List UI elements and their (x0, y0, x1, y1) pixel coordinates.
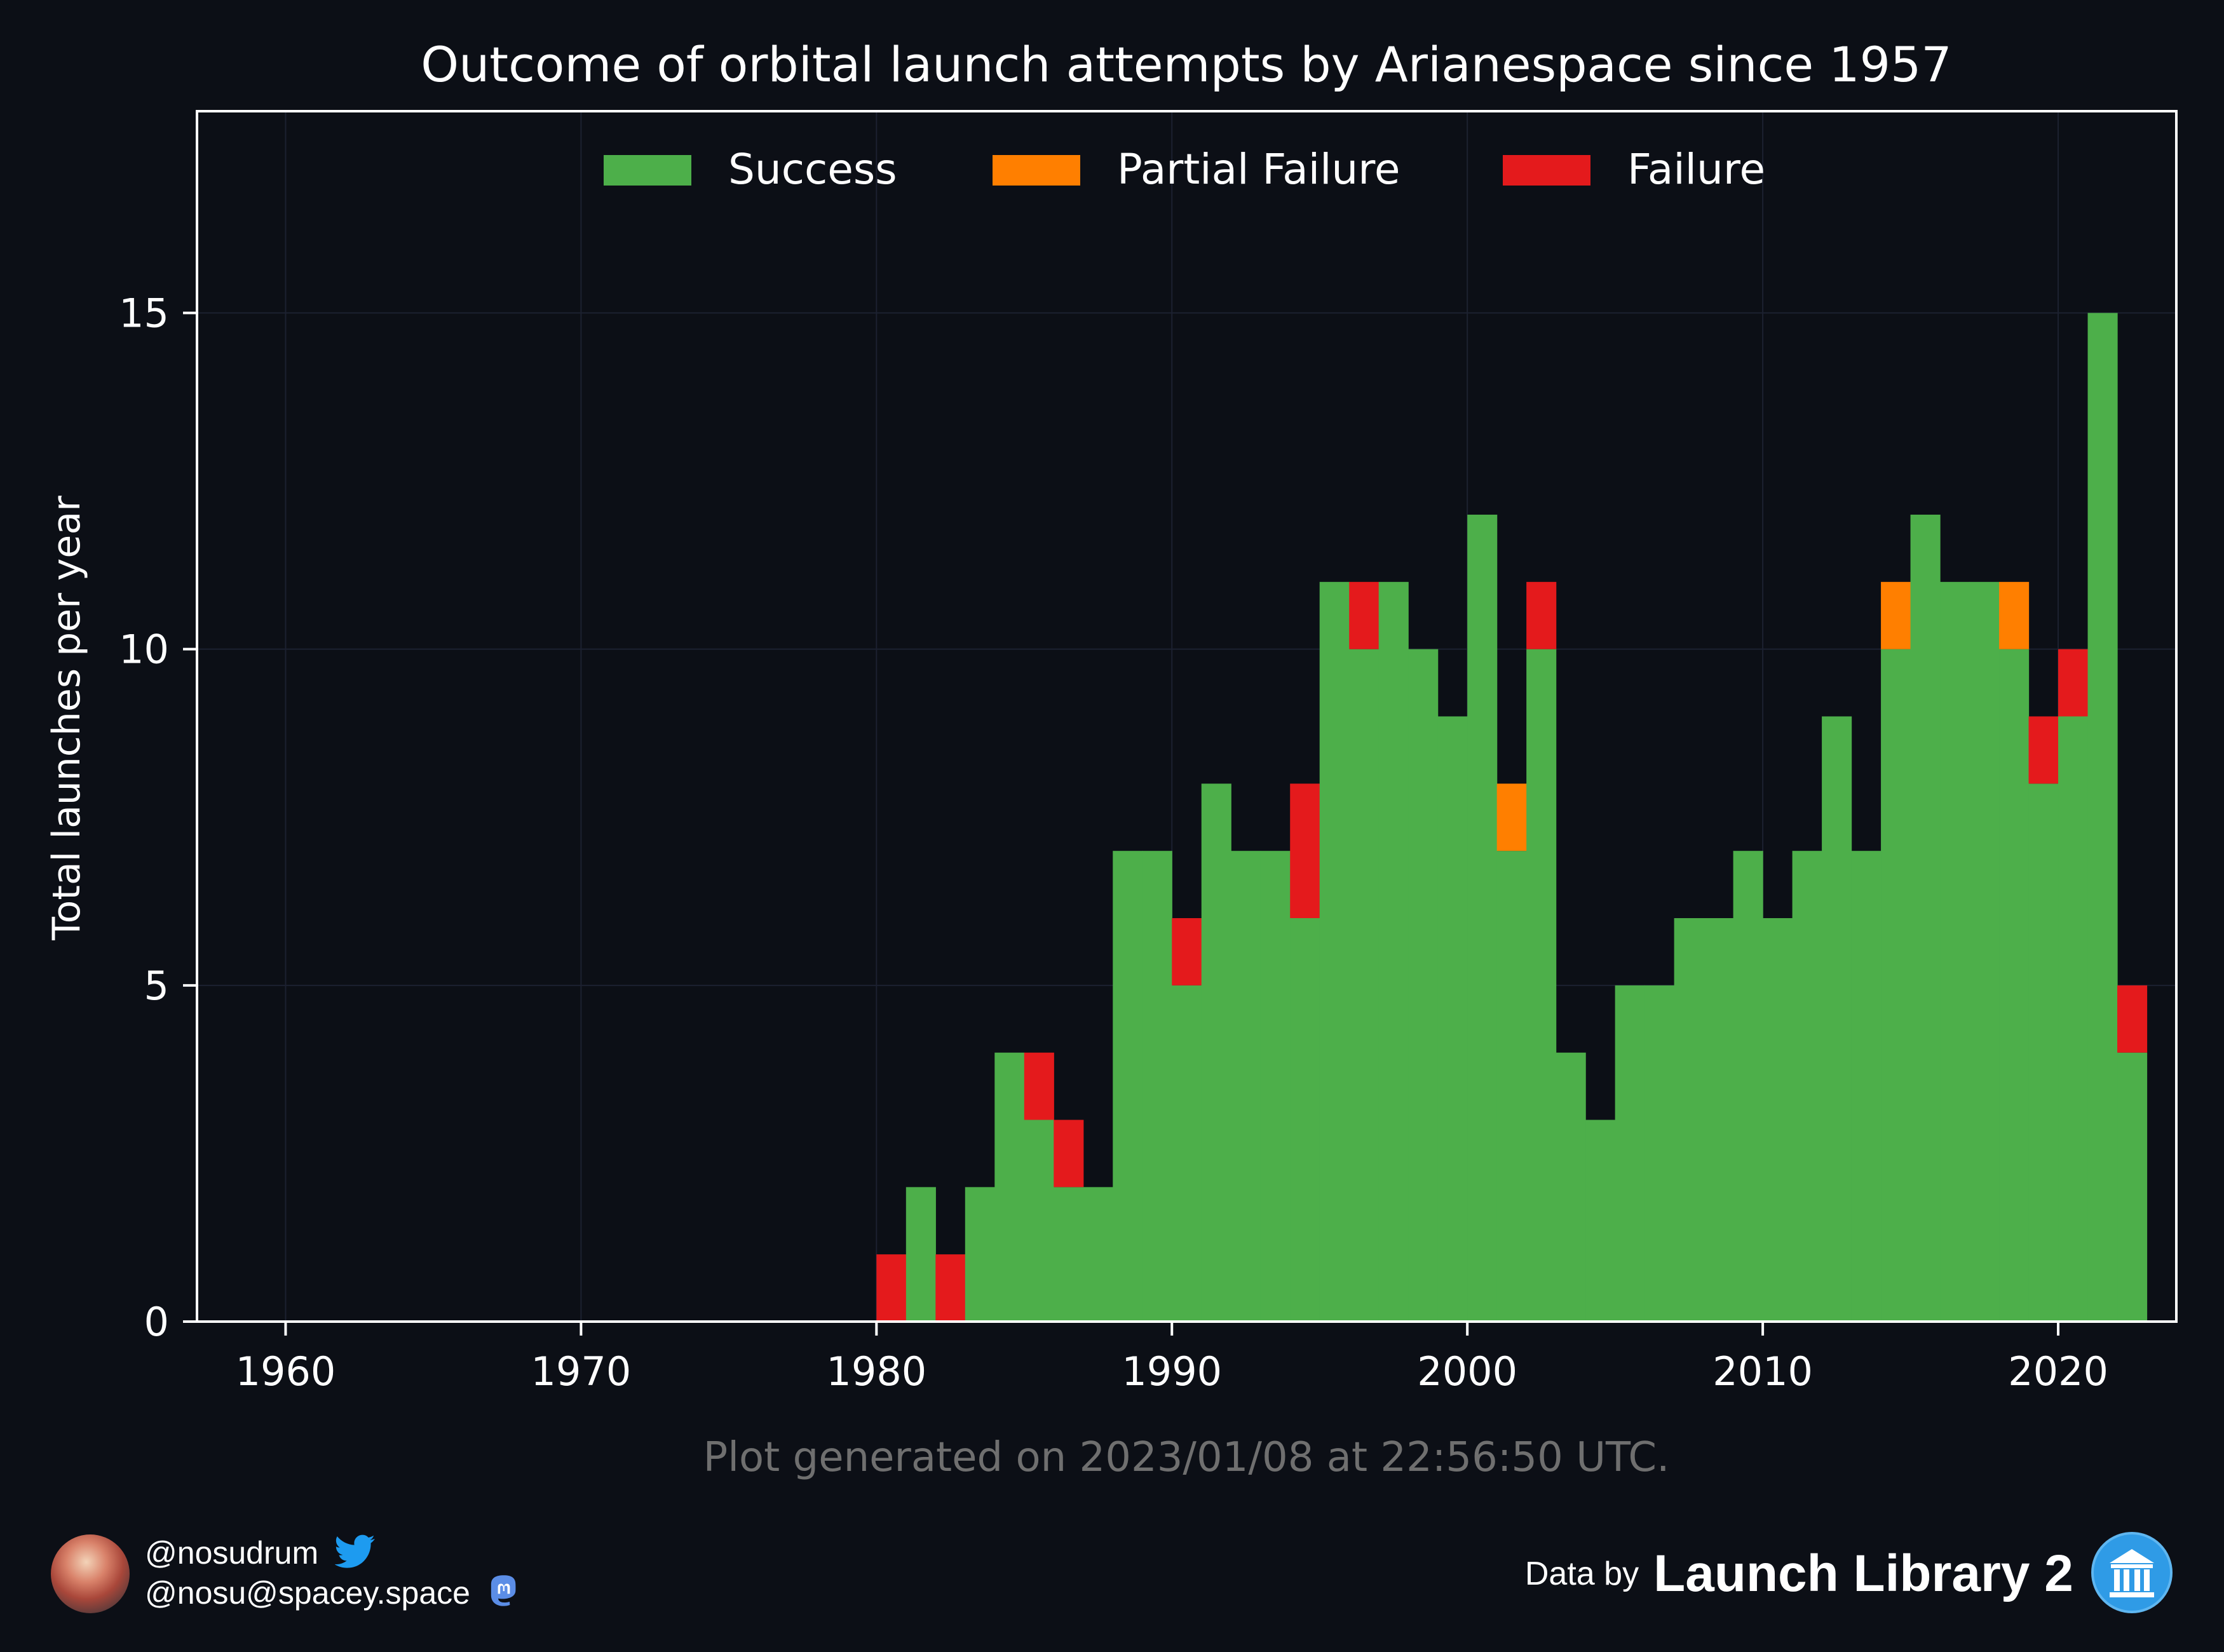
bar-failure (935, 1254, 966, 1322)
legend: Success Partial Failure Failure (604, 145, 1765, 194)
bar-success (1763, 918, 1793, 1322)
twitter-handle: @nosudrum (145, 1535, 319, 1571)
bar-success (905, 1187, 936, 1322)
x-tick-label: 2010 (1712, 1348, 1813, 1395)
bar-success (1260, 851, 1291, 1322)
bar-success (1290, 918, 1320, 1322)
bar-failure (1172, 918, 1202, 985)
twitter-bird-icon (334, 1534, 376, 1576)
launch-library-link[interactable]: Launch Library 2 (1653, 1545, 2073, 1602)
axis-ticks: 1960 1970 1980 1990 2000 2010 2020 0 5 10 15 (119, 290, 2108, 1395)
legend-label: Failure (1627, 145, 1765, 194)
bar-success (1408, 649, 1439, 1322)
bar-success (1172, 985, 1202, 1322)
mastodon-handle-row[interactable]: @nosu@spacey.space (145, 1574, 521, 1617)
bar-success (1969, 581, 2000, 1322)
y-tick-label: 10 (119, 626, 169, 673)
mastodon-icon (487, 1574, 521, 1617)
bar-success (1704, 918, 1734, 1322)
bar-success (2117, 1052, 2148, 1322)
bar-success (1319, 581, 1350, 1322)
bar-success (1615, 985, 1645, 1322)
y-tick-label: 15 (119, 290, 169, 337)
data-source-credit: Data by Launch Library 2 (1525, 1531, 2173, 1620)
bar-success (2028, 783, 2059, 1322)
bar-success (1644, 985, 1675, 1322)
data-by-label: Data by (1524, 1555, 1639, 1592)
mastodon-handle: @nosu@spacey.space (145, 1575, 470, 1611)
bar-success (1556, 1052, 1586, 1322)
y-tick-label: 5 (144, 963, 169, 1009)
bar-success (1024, 1120, 1054, 1322)
bar-success (1822, 716, 1852, 1322)
x-tick-label: 1970 (531, 1348, 632, 1395)
legend-label: Success (728, 145, 897, 194)
bar-failure (1526, 581, 1557, 649)
bar-failure (2058, 649, 2089, 717)
bar-success (1792, 851, 1822, 1322)
plot-frame (196, 110, 2178, 1323)
bar-failure (1290, 783, 1320, 918)
bar-success (1231, 851, 1261, 1322)
bar-failure (2117, 985, 2148, 1053)
bar-success (965, 1187, 995, 1322)
bars (876, 313, 2148, 1322)
legend-swatch-partial-failure (993, 155, 1080, 186)
legend-swatch-failure (1503, 155, 1590, 186)
bar-partial-failure (1999, 581, 2030, 649)
chart-title: Outcome of orbital launch attempts by Ar… (421, 36, 1951, 93)
launch-library-logo-icon (2091, 1531, 2173, 1616)
bar-success (1437, 716, 1468, 1322)
bar-failure (1024, 1052, 1054, 1120)
bar-success (2058, 716, 2089, 1322)
bar-success (1674, 918, 1704, 1322)
bar-success (1201, 783, 1231, 1322)
bar-partial-failure (1496, 783, 1527, 851)
bar-success (1113, 851, 1143, 1322)
bar-success (1142, 851, 1172, 1322)
bar-success (1083, 1187, 1113, 1322)
bar-success (1585, 1120, 1616, 1322)
bar-success (1526, 649, 1557, 1322)
bar-success (1881, 649, 1911, 1322)
x-tick-label: 1980 (826, 1348, 926, 1395)
bar-success (1910, 515, 1941, 1322)
bar-success (1496, 851, 1527, 1322)
bar-success (994, 1052, 1025, 1322)
x-tick-label: 1960 (236, 1348, 336, 1395)
bar-partial-failure (1881, 581, 1911, 649)
bar-success (1054, 1187, 1084, 1322)
bar-success (1378, 581, 1409, 1322)
bar-success (1467, 515, 1498, 1322)
bar-failure (876, 1254, 907, 1322)
bar-failure (1349, 581, 1380, 649)
x-tick-label: 2000 (1417, 1348, 1517, 1395)
legend-label: Partial Failure (1117, 145, 1400, 194)
bar-success (1999, 649, 2030, 1322)
bar-failure (1054, 1120, 1084, 1188)
x-tick-label: 2020 (2008, 1348, 2108, 1395)
avatar[interactable] (51, 1534, 130, 1613)
legend-swatch-success (604, 155, 691, 186)
bar-failure (2028, 716, 2059, 784)
y-tick-label: 0 (144, 1299, 169, 1345)
bar-success (1940, 581, 1970, 1322)
bar-success (2087, 313, 2118, 1322)
bar-success (1851, 851, 1882, 1322)
x-tick-label: 1990 (1122, 1348, 1222, 1395)
y-axis-label: Total launches per year (44, 496, 89, 941)
bar-success (1349, 649, 1380, 1322)
generated-note: Plot generated on 2023/01/08 at 22:56:50… (703, 1434, 1670, 1481)
twitter-handle-row[interactable]: @nosudrum (145, 1534, 376, 1576)
bar-success (1733, 851, 1763, 1322)
